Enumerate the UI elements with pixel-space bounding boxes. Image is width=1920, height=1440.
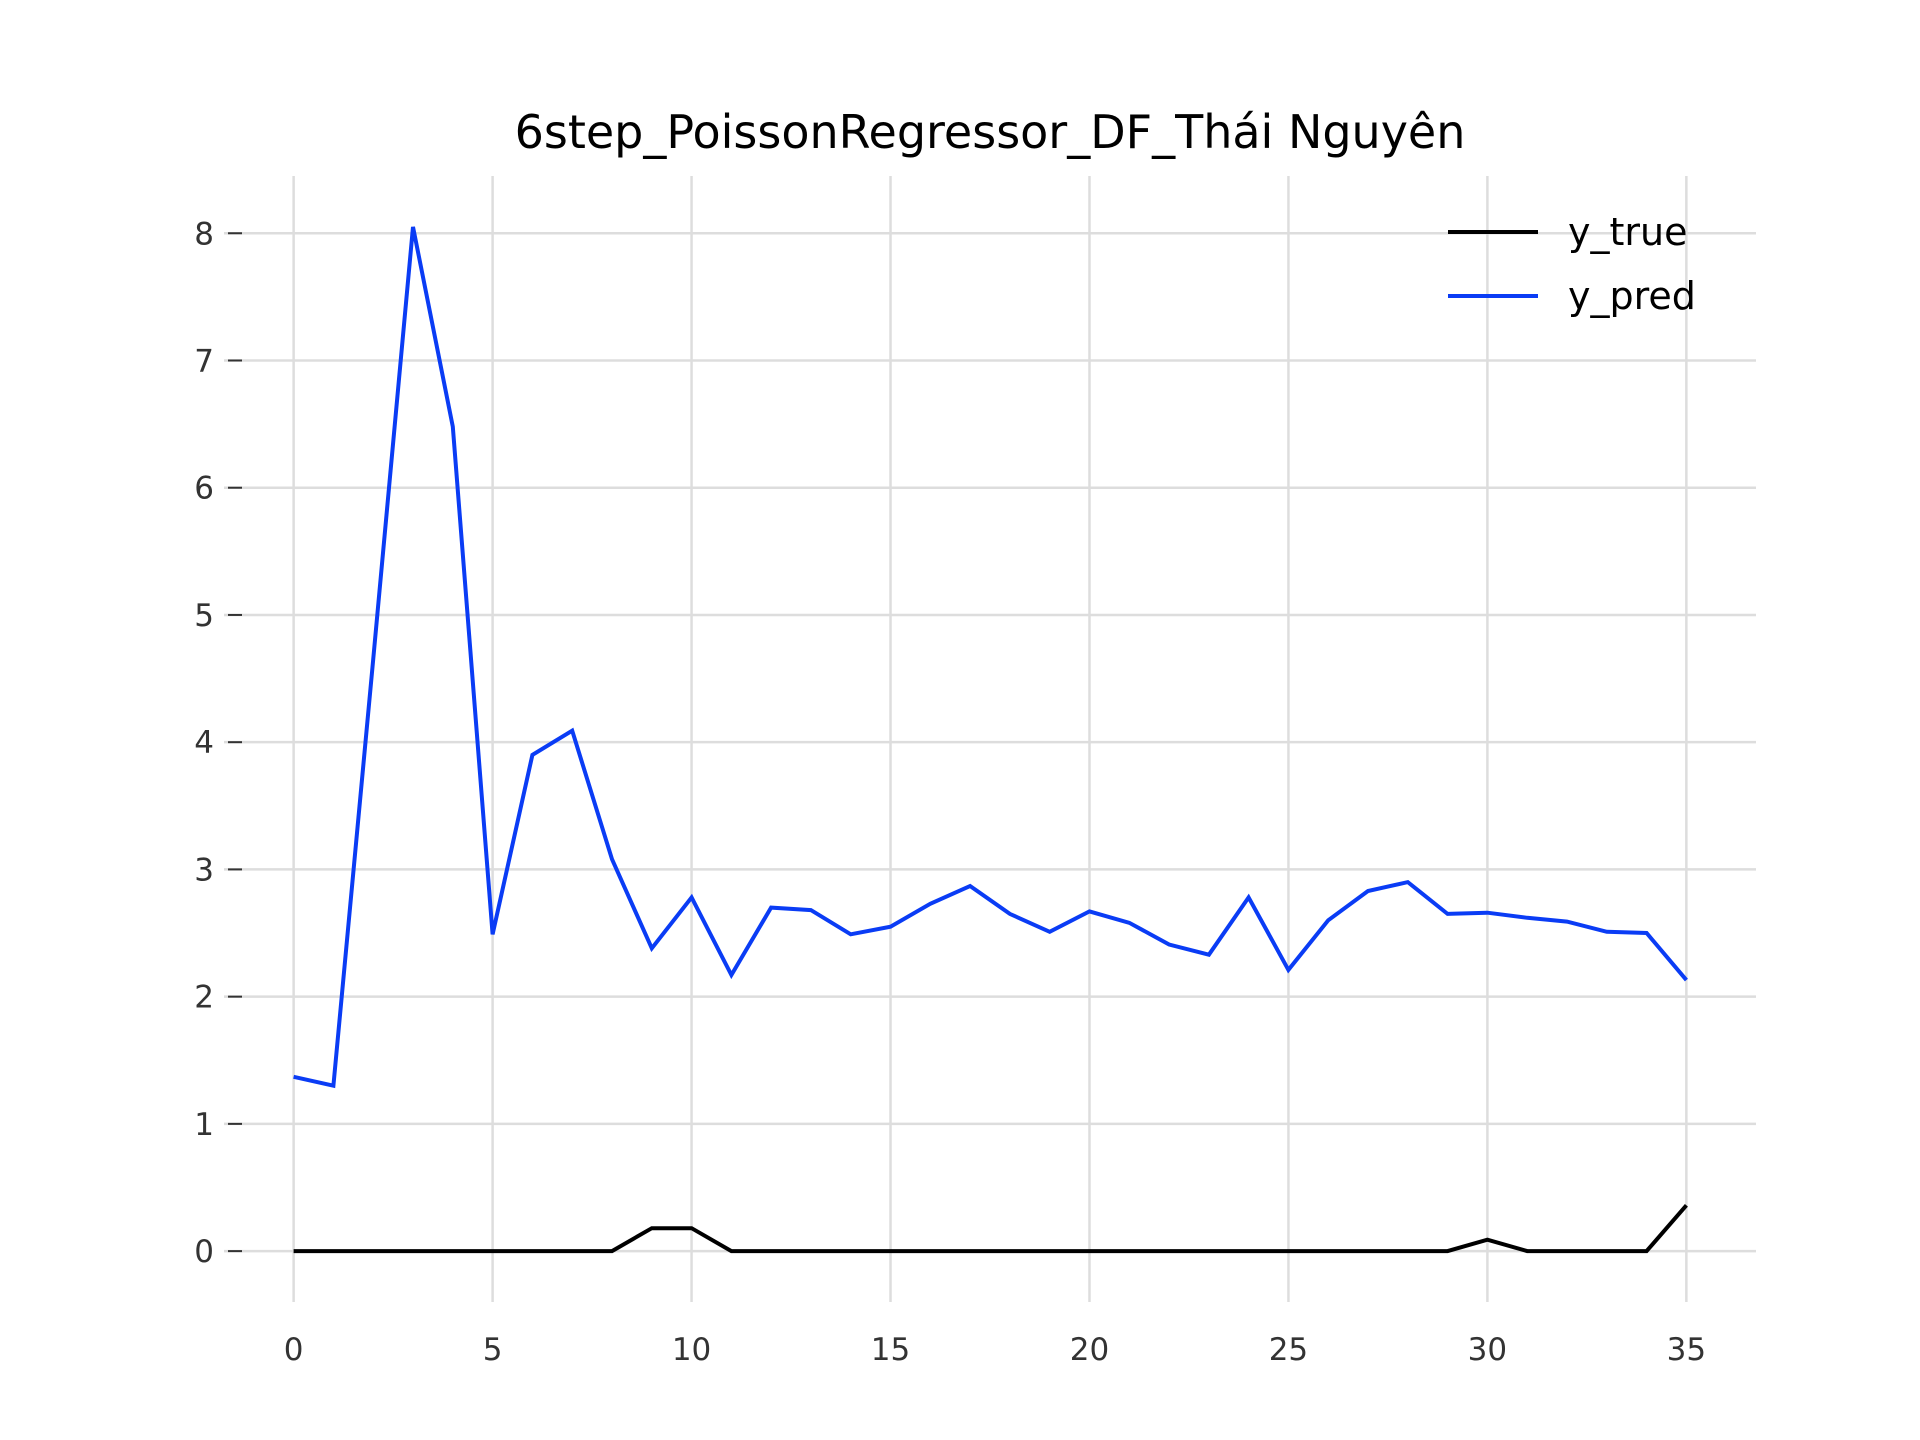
x-tick-label: 30 <box>1468 1332 1507 1368</box>
chart-title: 6step_PoissonRegressor_DF_Thái Nguyên <box>515 105 1466 159</box>
series-line-y-pred <box>293 226 1688 1089</box>
y-tick-label: 4 <box>194 725 214 761</box>
y-tick-label: 3 <box>194 852 214 888</box>
y-tick-label: 0 <box>194 1234 214 1270</box>
x-tick-label: 15 <box>871 1332 910 1368</box>
x-tick-label: 10 <box>672 1332 711 1368</box>
series-line-y-true <box>293 1203 1688 1254</box>
y-tick-label: 7 <box>194 343 214 379</box>
x-tick-label: 25 <box>1269 1332 1308 1368</box>
legend-label-y-pred: y_pred <box>1568 274 1696 318</box>
legend: y_true y_pred <box>1448 210 1696 318</box>
x-tick-label: 5 <box>483 1332 503 1368</box>
grid <box>224 176 1756 1302</box>
x-tick-label: 35 <box>1667 1332 1706 1368</box>
y-tick-label: 5 <box>194 598 214 634</box>
axis-ticks: 0 5 10 15 20 25 30 35 0 1 2 3 4 5 6 7 8 <box>194 216 1706 1368</box>
x-tick-label: 0 <box>284 1332 304 1368</box>
y-tick-label: 8 <box>194 216 214 252</box>
series-lines <box>293 226 1688 1254</box>
y-tick-label: 1 <box>194 1107 214 1143</box>
legend-label-y-true: y_true <box>1568 210 1687 254</box>
y-tick-label: 6 <box>194 471 214 507</box>
y-tick-label: 2 <box>194 980 214 1016</box>
x-tick-label: 20 <box>1070 1332 1109 1368</box>
